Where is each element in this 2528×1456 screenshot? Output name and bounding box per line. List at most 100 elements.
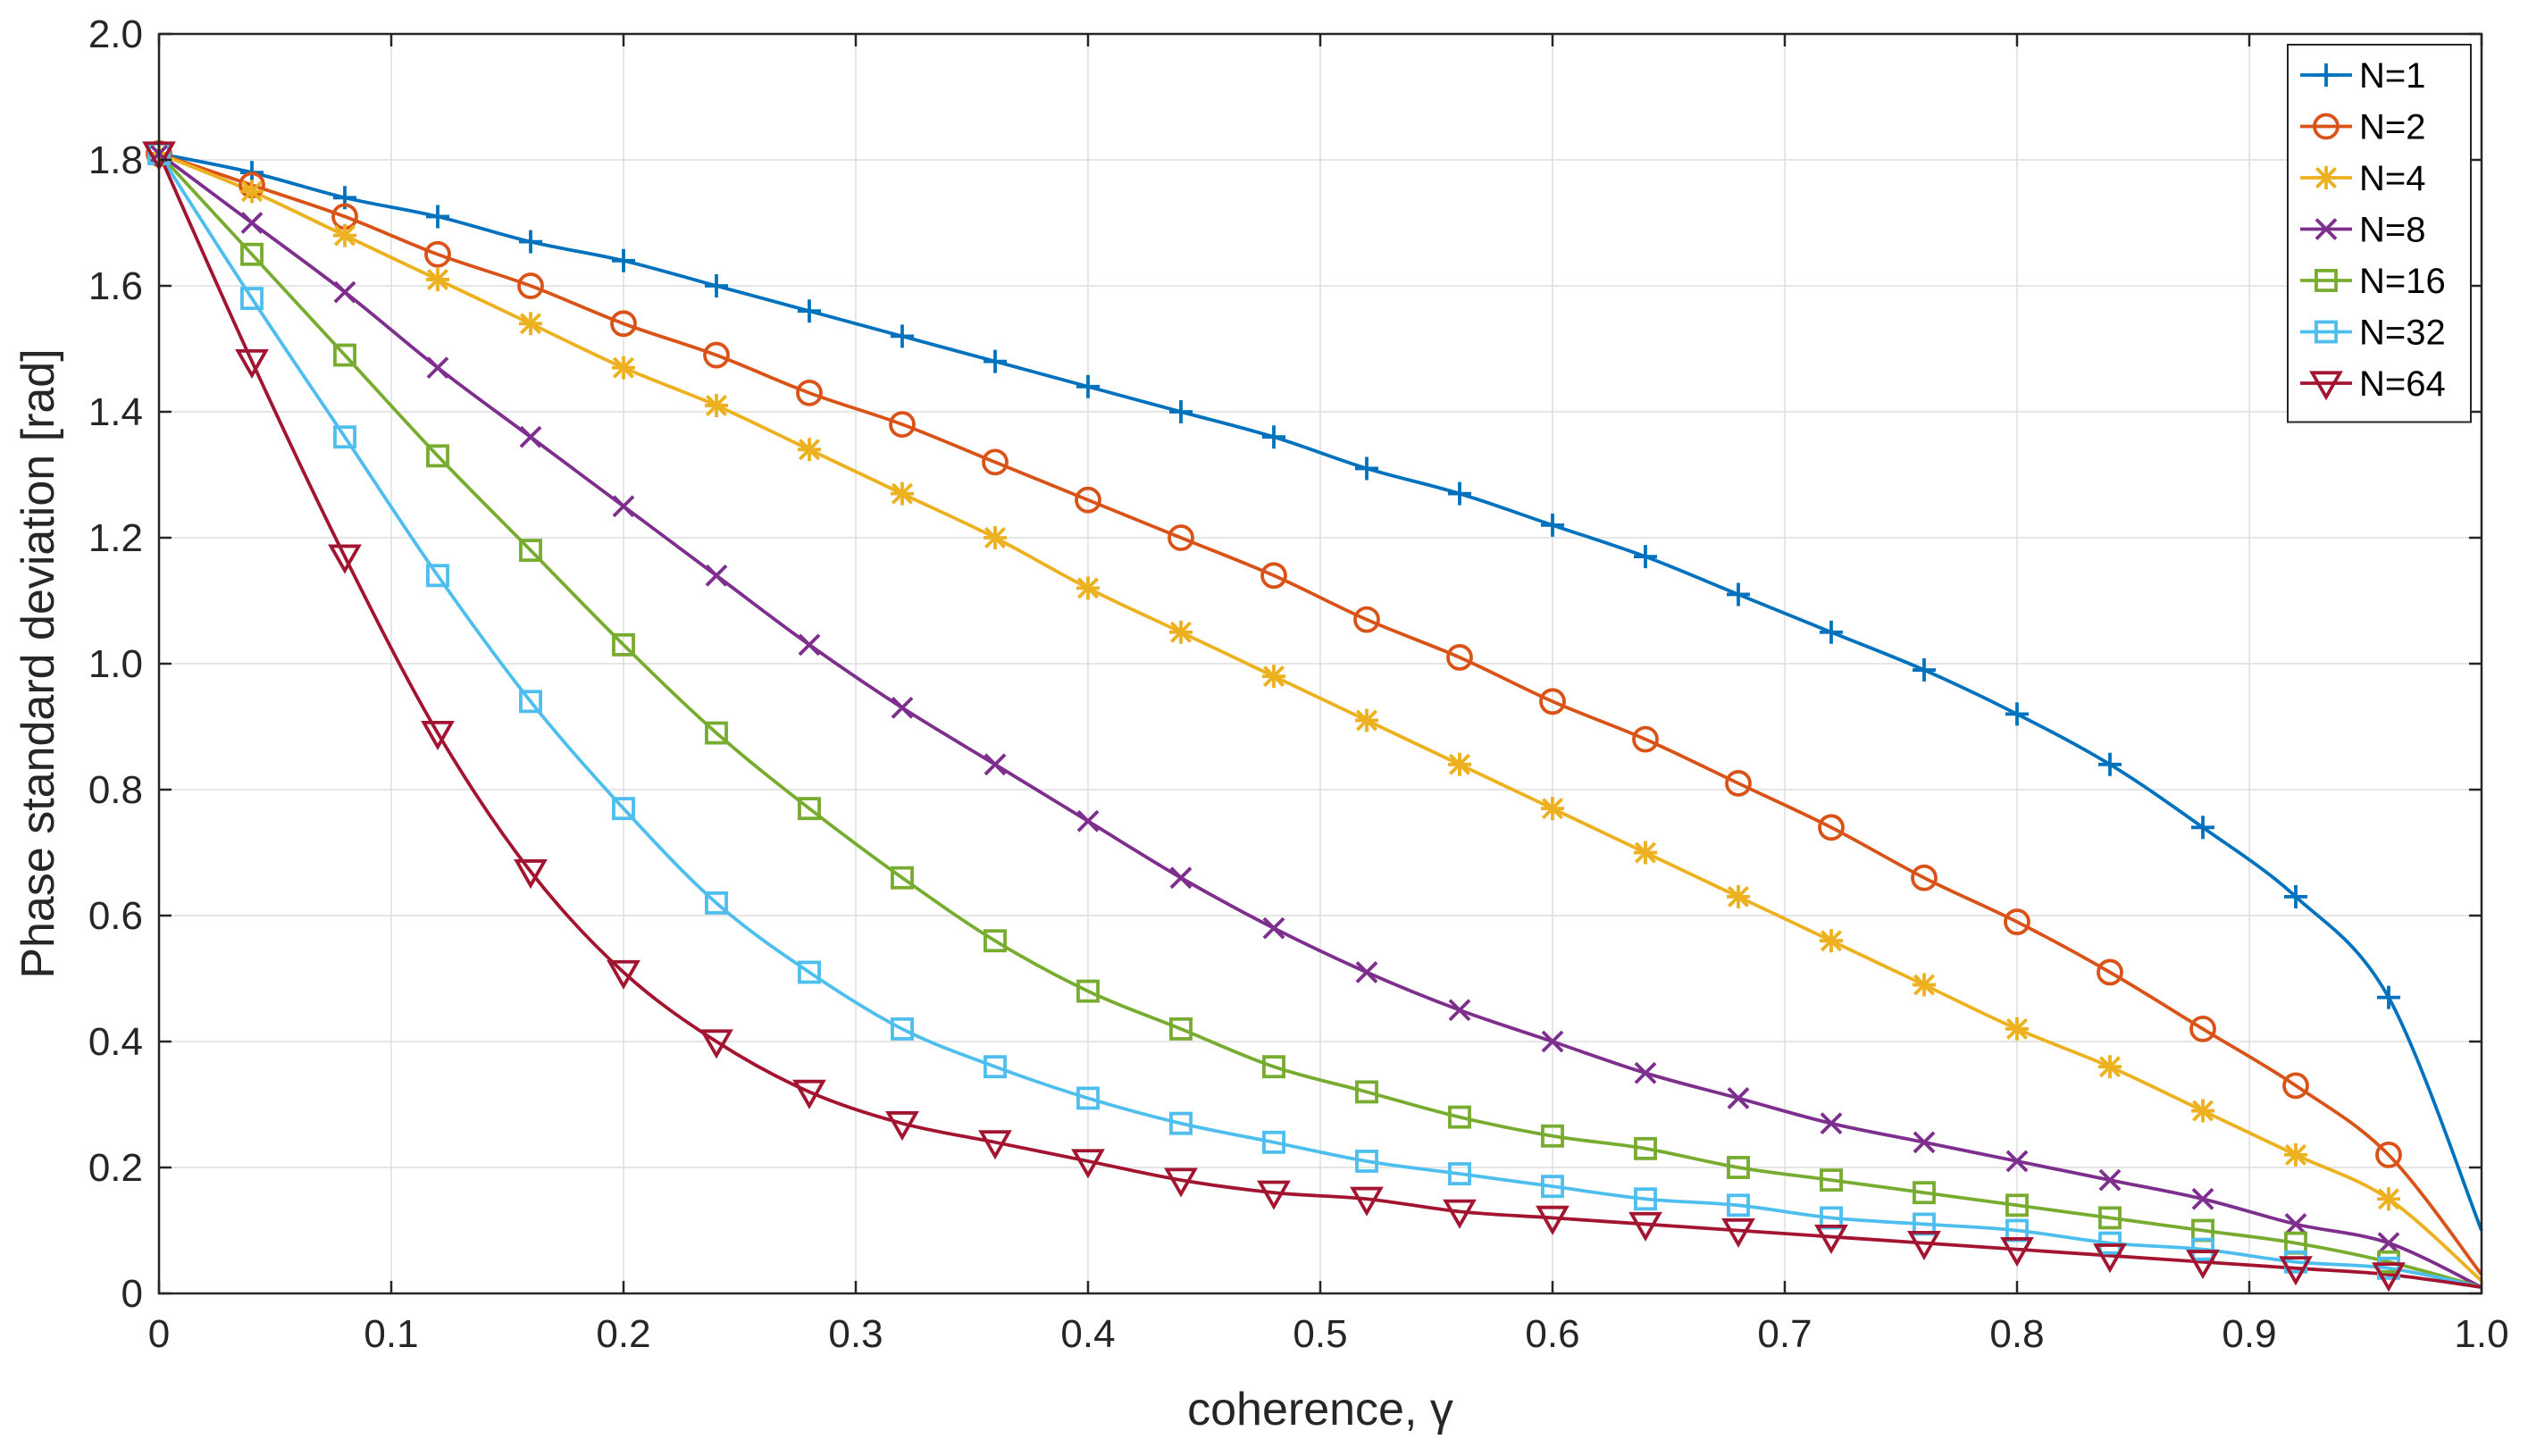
data-point-n64: [2279, 1256, 2313, 1286]
data-point-n2: [424, 240, 451, 268]
data-point-n32: [519, 690, 542, 714]
data-point-n16: [1448, 1105, 1471, 1129]
data-point-n1: [891, 324, 914, 348]
y-tick-label: 0.2: [88, 1146, 143, 1190]
data-point-n4: [2284, 1142, 2307, 1167]
data-point-n32: [984, 1055, 1007, 1079]
data-point-n2: [2375, 1142, 2402, 1168]
data-point-n8: [2005, 1150, 2029, 1173]
data-point-n4: [2377, 1187, 2400, 1211]
legend-box: [2287, 44, 2472, 423]
data-point-n1: [2098, 752, 2122, 776]
y-axis-title: Phase standard deviation [rad]: [13, 348, 64, 978]
data-point-n2: [1446, 644, 1473, 671]
data-point-n32: [1727, 1193, 1750, 1218]
data-point-n64: [699, 1029, 733, 1059]
data-point-n4: [333, 223, 356, 247]
data-point-n4: [519, 312, 542, 336]
data-point-n16: [1076, 979, 1100, 1003]
data-point-n4: [2098, 1055, 2122, 1079]
data-point-n1: [1076, 374, 1100, 398]
data-point-n16: [1262, 1055, 1285, 1079]
data-point-n1: [1262, 425, 1285, 449]
data-point-n1: [2377, 985, 2400, 1009]
data-point-n32: [705, 891, 728, 915]
data-point-n4: [2005, 1017, 2029, 1041]
data-point-n4: [1913, 973, 1936, 997]
data-point-n2: [1632, 725, 1659, 753]
data-point-n2: [1168, 524, 1194, 551]
data-point-n4: [2191, 1099, 2214, 1123]
data-point-n32: [1076, 1086, 1100, 1110]
data-point-n8: [519, 425, 542, 448]
data-point-n4: [1076, 576, 1100, 600]
data-point-n8: [333, 280, 356, 304]
data-point-n8: [2098, 1168, 2122, 1192]
data-point-n64: [1443, 1199, 1477, 1229]
data-point-n4: [1820, 929, 1843, 953]
data-point-n64: [328, 544, 362, 574]
data-point-n2: [1818, 814, 1845, 841]
data-point-n64: [235, 349, 269, 380]
data-point-n16: [1541, 1124, 1564, 1148]
x-tick-label: 0.1: [364, 1312, 418, 1356]
data-point-n32: [1634, 1187, 1657, 1211]
legend-marker-n1: [2315, 63, 2338, 87]
data-point-n8: [798, 633, 821, 657]
data-point-n2: [2189, 1016, 2216, 1042]
data-point-n64: [2000, 1237, 2034, 1268]
data-point-n4: [1541, 797, 1564, 821]
data-point-n1: [1355, 456, 1378, 481]
series-line-n2: [158, 152, 2483, 1276]
ticks: [157, 32, 2483, 1295]
y-tick-label: 1.8: [88, 138, 143, 182]
data-point-n1: [519, 230, 542, 254]
data-point-n8: [1448, 999, 1471, 1022]
data-point-n16: [984, 929, 1007, 953]
data-point-n8: [240, 212, 264, 234]
y-tick-label: 0.8: [88, 768, 143, 812]
data-point-n16: [519, 539, 542, 563]
data-point-n2: [889, 411, 916, 439]
data-point-n8: [612, 495, 635, 518]
data-point-n64: [1536, 1205, 1570, 1235]
data-point-n8: [705, 564, 728, 587]
data-point-n16: [1820, 1168, 1843, 1192]
data-point-n8: [1541, 1030, 1564, 1053]
data-point-n16: [1727, 1156, 1750, 1179]
data-point-n8: [2284, 1213, 2307, 1235]
x-tick-label: 0.5: [1293, 1312, 1347, 1356]
data-point-n16: [333, 343, 356, 367]
data-point-n32: [333, 425, 356, 449]
y-tick-label: 1.0: [88, 642, 143, 686]
data-point-n64: [1257, 1180, 1291, 1210]
data-point-n2: [796, 379, 823, 406]
data-point-n8: [1262, 916, 1285, 940]
data-point-n8: [891, 696, 914, 719]
x-tick-label: 0.3: [828, 1312, 883, 1356]
data-point-n2: [1075, 486, 1101, 514]
legend-marker-n16: [2315, 269, 2338, 292]
data-point-n4: [1448, 752, 1471, 776]
data-point-n8: [1727, 1087, 1750, 1109]
data-point-n32: [1448, 1162, 1471, 1186]
y-tick-label: 2.0: [88, 13, 143, 56]
data-point-n32: [2191, 1237, 2214, 1261]
data-point-n1: [1541, 513, 1564, 537]
x-tick-label: 0.7: [1757, 1312, 1812, 1356]
data-point-n4: [1355, 708, 1378, 732]
data-point-n64: [421, 720, 455, 750]
y-tick-label: 0: [121, 1272, 143, 1316]
data-point-n8: [1634, 1061, 1657, 1084]
data-point-n64: [1907, 1231, 1941, 1261]
data-point-n32: [612, 797, 635, 821]
data-point-n16: [705, 721, 728, 745]
data-point-n16: [1355, 1080, 1378, 1104]
tick-labels: 0 0.1 0.2 0.3 0.4 0.5 0.6 0.7 0.8 0.9 1.0 0 0.2 0.4 0.…: [88, 13, 2509, 1356]
data-point-n64: [1071, 1149, 1105, 1179]
legend: N=1 N=2 N=4 N=8 N=16 N=32 N=64: [2287, 44, 2472, 423]
data-point-n2: [1911, 864, 1938, 891]
data-point-n32: [2098, 1231, 2122, 1255]
data-point-n4: [891, 481, 914, 506]
